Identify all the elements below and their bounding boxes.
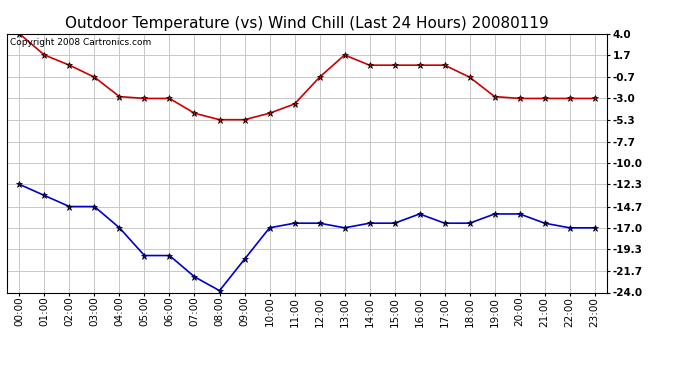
Text: Copyright 2008 Cartronics.com: Copyright 2008 Cartronics.com [10, 38, 151, 46]
Title: Outdoor Temperature (vs) Wind Chill (Last 24 Hours) 20080119: Outdoor Temperature (vs) Wind Chill (Las… [65, 16, 549, 31]
